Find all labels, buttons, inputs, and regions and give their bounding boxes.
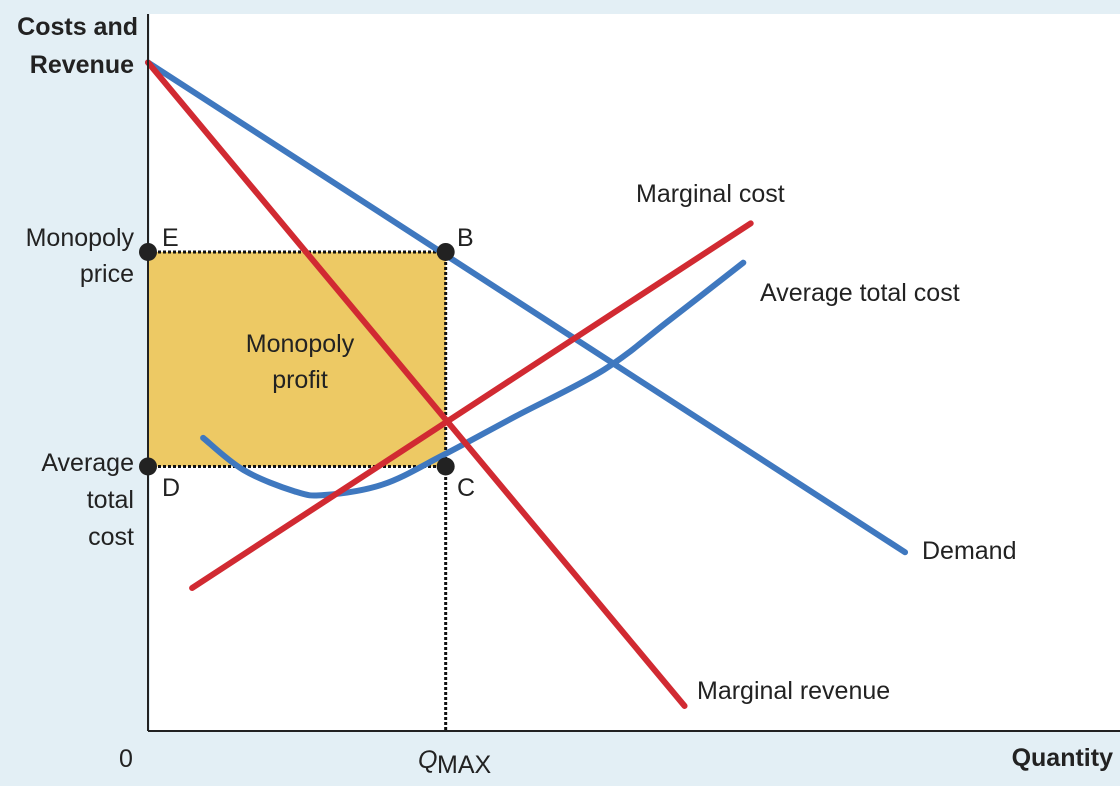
average-total-cost-label-line-1: Average xyxy=(41,449,134,477)
point-b-label: B xyxy=(457,224,474,252)
monopoly-price-label-line-2: price xyxy=(80,260,134,288)
demand-curve xyxy=(145,59,909,556)
profit-label-line-1: Monopoly xyxy=(246,330,355,358)
point-c-label: C xyxy=(457,474,475,502)
marginal-cost-curve xyxy=(189,220,754,591)
demand-label: Demand xyxy=(922,537,1017,565)
monopoly-price-label-line-1: Monopoly xyxy=(26,224,135,252)
profit-label-line-2: profit xyxy=(272,366,328,394)
average-total-cost-curve xyxy=(200,259,747,499)
y-axis-title-line-2: Revenue xyxy=(30,51,134,79)
point-d-label: D xyxy=(162,474,180,502)
average-total-cost-curve-label: Average total cost xyxy=(760,279,960,307)
marginal-revenue-curve xyxy=(145,59,688,709)
q-max-tick-subscript: MAX xyxy=(437,751,492,779)
monopoly-profit-area xyxy=(148,251,446,467)
origin-label: 0 xyxy=(119,745,133,773)
point-c-marker xyxy=(436,457,455,476)
point-e-marker xyxy=(139,242,157,261)
marginal-revenue-label: Marginal revenue xyxy=(697,677,890,705)
point-d-marker xyxy=(139,457,157,476)
x-axis-title: Quantity xyxy=(1012,744,1113,772)
average-total-cost-label-line-2: total xyxy=(87,486,134,514)
q-max-tick-label: Q xyxy=(418,746,437,774)
point-e-label: E xyxy=(162,224,179,252)
y-axis-title-line-1: Costs and xyxy=(17,13,138,41)
average-total-cost-label-line-3: cost xyxy=(88,523,134,551)
marginal-cost-label: Marginal cost xyxy=(636,180,785,208)
point-b-marker xyxy=(436,242,455,261)
